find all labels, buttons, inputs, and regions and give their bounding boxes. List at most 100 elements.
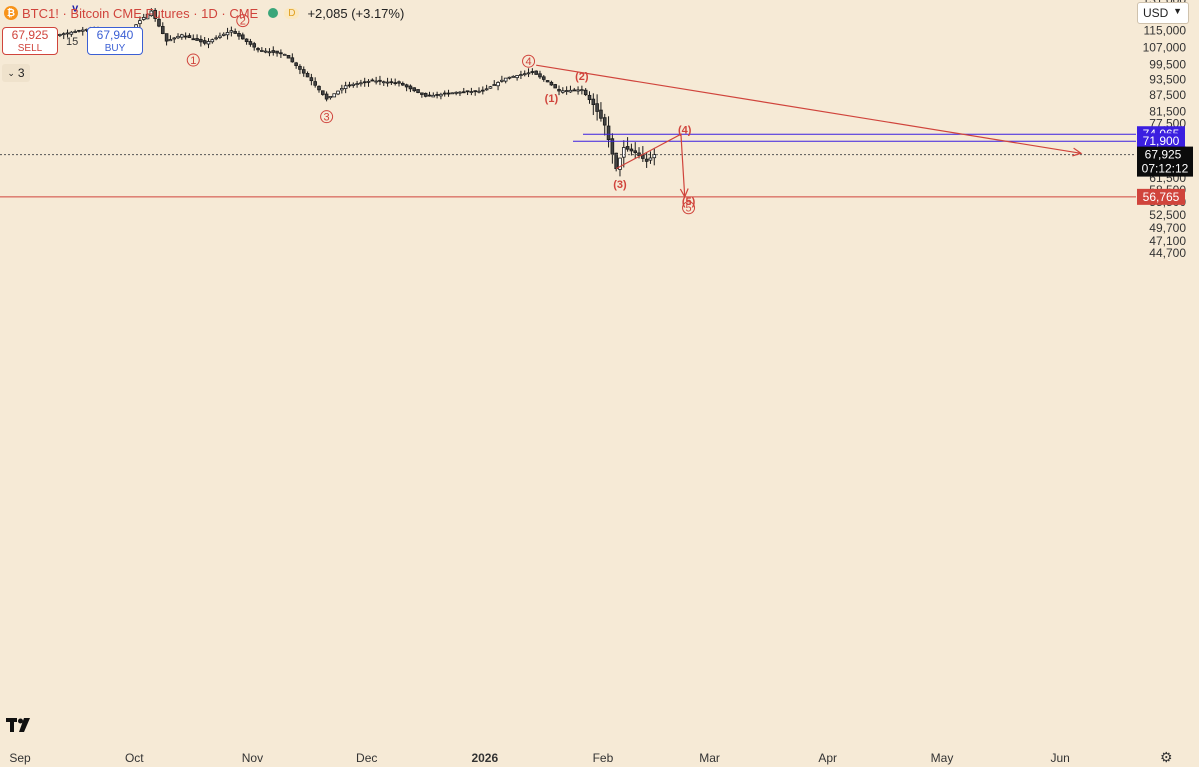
candle-up [484, 88, 489, 91]
candle-up [618, 157, 622, 170]
y-tick-label: 87,500 [1149, 88, 1186, 102]
candle-up [526, 72, 531, 75]
candle-down [602, 117, 607, 126]
candle-up [652, 154, 657, 159]
chevron-down-icon: ⌄ [7, 67, 15, 78]
candle-up [458, 91, 462, 94]
tradingview-logo-icon[interactable] [6, 716, 34, 734]
candle-up [469, 91, 474, 93]
y-tick-label: 49,700 [1149, 221, 1186, 235]
candle-down [591, 98, 596, 106]
bitcoin-icon[interactable]: ₿ [4, 6, 18, 20]
candle-up [225, 32, 230, 36]
delay-badge: D [284, 7, 300, 19]
x-tick-label: Oct [125, 751, 144, 765]
candle-up [503, 77, 508, 82]
trend-arrow-line [536, 64, 1082, 154]
candle-up [359, 82, 363, 85]
candle-up [263, 50, 268, 53]
candle-down [202, 40, 207, 44]
candle-up [568, 89, 573, 93]
candle-down [271, 50, 276, 53]
candle-up [168, 39, 173, 42]
candle-down [347, 84, 352, 87]
candle-down [401, 82, 405, 86]
candle-down [545, 80, 550, 83]
wave-label: 3 [324, 112, 330, 124]
candle-up [454, 91, 458, 94]
wave-label: 4 [525, 56, 531, 68]
candle-down [244, 38, 249, 43]
candle-down [644, 158, 649, 162]
wave-label-circle [320, 110, 334, 124]
countdown-label: 07:12:12 [1142, 162, 1189, 176]
candle-down [240, 34, 245, 40]
candle-up [500, 79, 504, 82]
candle-up [218, 35, 222, 38]
candle-down [305, 73, 310, 78]
y-tick-label: 52,500 [1149, 208, 1186, 222]
candle-down [606, 125, 611, 140]
candle-up [221, 33, 226, 36]
chevron-down-icon: ▼ [1173, 6, 1182, 16]
settings-gear-icon[interactable]: ⚙ [1160, 749, 1173, 765]
sell-label: SELL [17, 43, 43, 54]
candle-up [267, 51, 272, 54]
y-tick-label: 115,000 [1144, 24, 1187, 38]
wave-label: 1 [190, 55, 196, 67]
candle-down [309, 77, 314, 82]
wave-label-circle [186, 53, 200, 67]
wave-label-circle [682, 201, 696, 215]
x-tick-label: Sep [9, 751, 31, 765]
buy-label: BUY [104, 43, 126, 54]
candle-down [195, 38, 199, 41]
candle-down [481, 89, 485, 92]
level-label: 71,900 [1143, 134, 1180, 148]
candle-up [210, 39, 215, 43]
candle-down [538, 73, 542, 78]
candle-up [511, 75, 516, 78]
indicators-toggle[interactable]: ⌄ 3 [2, 64, 30, 82]
candle-down [446, 92, 451, 95]
candle-down [324, 93, 329, 100]
candle-up [496, 82, 500, 87]
candle-up [58, 33, 62, 36]
candle-down [199, 38, 203, 43]
candle-down [416, 89, 420, 93]
y-tick-label: 47,100 [1149, 234, 1186, 248]
candle-down [442, 92, 447, 95]
candle-down [393, 82, 397, 85]
candle-up [206, 41, 211, 45]
wave-label: (4) [678, 125, 692, 137]
candle-down [557, 88, 561, 92]
candle-up [431, 94, 436, 98]
x-tick-label: Jun [1050, 751, 1069, 765]
y-tick-label: 93,500 [1149, 72, 1186, 86]
candle-down [614, 152, 618, 170]
candle-up [61, 33, 66, 36]
candle-up [492, 84, 497, 86]
buy-button[interactable]: 67,940 BUY [87, 27, 143, 55]
candle-up [351, 83, 356, 86]
candle-up [282, 53, 287, 56]
candle-down [233, 31, 237, 34]
wave-label-circle [236, 14, 250, 28]
candle-down [160, 26, 165, 34]
projection-arrow-head [679, 188, 689, 199]
candle-down [534, 70, 538, 75]
candle-up [336, 90, 340, 95]
candle-down [294, 62, 298, 67]
sell-button[interactable]: 67,925 SELL [2, 27, 58, 55]
candle-down [461, 91, 466, 94]
currency-select[interactable]: USD ▼ [1137, 2, 1189, 24]
x-tick-label: Feb [593, 751, 614, 765]
candle-down [420, 92, 424, 95]
symbol-title[interactable]: BTC1! · Bitcoin CME Futures · 1D · CME [22, 5, 259, 21]
candle-up [576, 89, 580, 92]
candle-up [65, 32, 70, 35]
candle-up [343, 85, 348, 89]
candle-down [183, 35, 188, 38]
candle-up [519, 74, 523, 76]
candle-down [275, 50, 279, 54]
